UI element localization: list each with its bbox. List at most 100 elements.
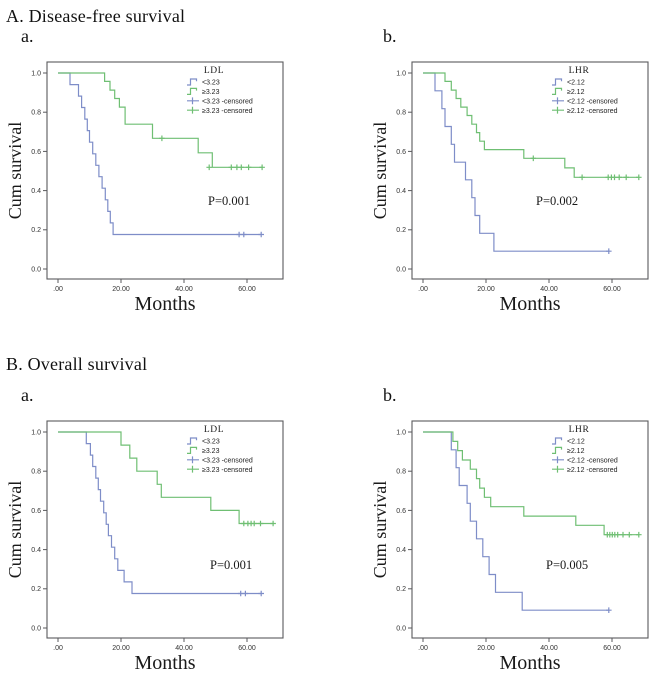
legend-title: LHR [569,66,590,76]
legend-step-icon [187,78,198,86]
y-axis-tick-label: 0.0 [31,625,41,632]
y-axis-tick-label: 0.0 [396,266,406,273]
legend-item-label: <3.23 [202,439,220,446]
legend-item-label: ≥3.23 [202,89,220,96]
survival-plot-2: 0.0 0.2 0.4 0.6 0.8 1.0 .00 20.00 40.00 60.00 Cum … [370,61,649,315]
legend-item-label: <2.12 [567,439,585,446]
panel-label: a. [21,26,34,46]
y-axis-tick-label: 1.0 [396,429,406,436]
panel-label: b. [383,385,397,405]
x-axis-tick-label: 60.00 [603,645,621,652]
y-axis-tick-label: 0.4 [31,188,41,195]
legend-step-icon [552,78,563,86]
survival-curve-0 [58,431,262,595]
legend-item-label: ≥3.23 -censored [202,467,253,474]
legend-item-label: ≥2.12 [567,448,585,455]
legend-step-icon [187,446,198,454]
x-axis-title: Months [499,652,560,674]
x-axis-title: Months [134,293,195,315]
legend-censored-icon [187,456,199,464]
legend-step-icon [187,87,198,95]
x-axis-tick-label: 60.00 [238,286,256,293]
legend-item-label: <2.12 [567,80,585,87]
legend-item-label: ≥2.12 -censored [567,467,618,474]
p-value-label: P=0.005 [546,558,588,572]
y-axis-tick-label: 1.0 [31,70,41,77]
plot-frame [46,61,284,280]
x-axis-tick-label: 20.00 [112,286,130,293]
censored-marks-0 [606,248,612,254]
y-axis-tick-label: 1.0 [31,429,41,436]
x-axis-tick-label: 20.00 [112,645,130,652]
y-axis-tick-label: 0.6 [31,149,41,156]
legend-censored-icon [552,456,564,464]
survival-plot-4: 0.0 0.2 0.4 0.6 0.8 1.0 .00 20.00 40.00 60.00 Cum … [370,420,649,674]
p-value-label: P=0.001 [208,194,250,208]
censored-marks-0 [606,607,612,613]
x-axis-title: Months [134,652,195,674]
legend-censored-icon [187,465,199,473]
x-axis-tick-label: 60.00 [238,645,256,652]
legend-step-icon [552,437,563,445]
x-axis-tick-label: .00 [418,286,428,293]
survival-curve-0 [423,72,609,252]
y-axis-title: Cum survival [370,122,390,220]
legend-censored-icon [552,97,564,105]
x-axis-tick-label: 40.00 [540,286,558,293]
y-axis-tick-label: 0.4 [31,547,41,554]
plot-frame [411,420,649,639]
legend-censored-icon [187,106,199,114]
y-axis-tick-label: 0.8 [396,110,406,117]
censored-marks-1 [159,135,265,171]
legend-item-label: ≥2.12 [567,89,585,96]
censored-marks-1 [241,520,276,527]
section-b-title: B. Overall survival [6,354,148,374]
legend-title: LDL [204,66,224,76]
y-axis-tick-label: 0.2 [31,586,41,593]
legend-item-label: ≥2.12 -censored [567,108,618,115]
panel-label: b. [383,26,397,46]
survival-curve-1 [423,431,639,536]
p-value-label: P=0.001 [210,558,252,572]
survival-curve-1 [58,431,274,525]
legend-step-icon [187,437,198,445]
plot-frame [411,61,649,280]
censored-marks-1 [530,155,642,181]
y-axis-tick-label: 0.4 [396,188,406,195]
y-axis-title: Cum survival [5,481,25,579]
y-axis-title: Cum survival [370,481,390,579]
y-axis-tick-label: 0.6 [396,508,406,515]
survival-curve-1 [423,72,639,178]
panel-label: a. [21,385,34,405]
legend-step-icon [552,446,563,454]
y-axis-title: Cum survival [5,122,25,220]
survival-curve-0 [423,431,609,611]
x-axis-tick-label: 20.00 [477,286,495,293]
legend-title: LHR [569,425,590,435]
x-axis-tick-label: .00 [418,645,428,652]
y-axis-tick-label: 0.2 [31,227,41,234]
section-a-title: A. Disease-free survival [6,6,186,26]
legend-item-label: <2.12 -censored [567,98,618,105]
legend-item-label: ≥3.23 -censored [202,108,253,115]
legend-title: LDL [204,425,224,435]
legend-censored-icon [187,97,199,105]
y-axis-tick-label: 0.0 [396,625,406,632]
x-axis-title: Months [499,293,560,315]
legend-item-label: <3.23 -censored [202,457,253,464]
y-axis-tick-label: 0.0 [31,266,41,273]
x-axis-tick-label: 20.00 [477,645,495,652]
x-axis-tick-label: .00 [53,286,63,293]
x-axis-tick-label: 40.00 [175,286,193,293]
x-axis-tick-label: .00 [53,645,63,652]
legend-item-label: ≥3.23 [202,448,220,455]
y-axis-tick-label: 1.0 [396,70,406,77]
y-axis-tick-label: 0.8 [396,469,406,476]
x-axis-tick-label: 40.00 [540,645,558,652]
x-axis-tick-label: 60.00 [603,286,621,293]
survival-plot-1: 0.0 0.2 0.4 0.6 0.8 1.0 .00 20.00 40.00 60.00 Cum … [5,61,284,315]
survival-curve-1 [58,72,263,168]
plot-frame [46,420,284,639]
legend-item-label: <3.23 -censored [202,98,253,105]
